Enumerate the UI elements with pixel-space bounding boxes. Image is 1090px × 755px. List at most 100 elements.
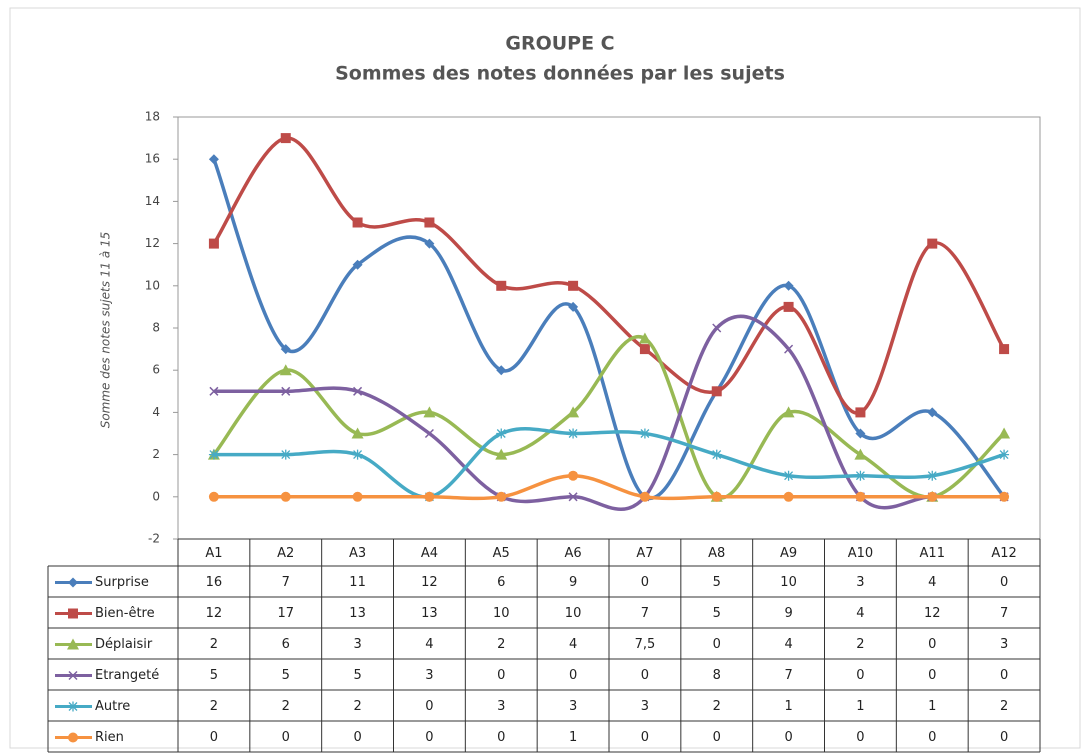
table-cell: 2 (713, 699, 721, 714)
point (496, 280, 507, 291)
table-cell: 10 (565, 606, 582, 621)
point (711, 449, 722, 460)
table-cell: 3 (641, 699, 649, 714)
y-tick-label: 12 (145, 236, 160, 250)
chart-subtitle: Sommes des notes données par les sujets (335, 63, 785, 85)
table-cell: 9 (784, 606, 792, 621)
point (999, 344, 1010, 355)
point (927, 470, 938, 481)
point (495, 448, 508, 460)
table-cell: 2 (210, 637, 218, 652)
table-cell: 4 (569, 637, 577, 652)
legend-marker (68, 608, 78, 619)
table-cell: 10 (493, 606, 510, 621)
table-cell: 1 (856, 699, 864, 714)
legend-marker (68, 670, 78, 681)
table-cell: 8 (713, 668, 721, 683)
point (782, 406, 795, 418)
table-cell: 0 (210, 730, 218, 745)
point (783, 470, 794, 481)
series-line (213, 473, 1005, 501)
table-cell: 13 (349, 606, 366, 621)
point (568, 470, 579, 481)
point (783, 301, 794, 312)
table-cell: 6 (497, 575, 505, 590)
point (855, 491, 866, 502)
point (568, 280, 579, 291)
point (855, 428, 866, 439)
table-cell: 2 (353, 699, 361, 714)
x-tick-label: A11 (920, 546, 945, 561)
x-tick-label: A8 (708, 546, 725, 561)
point (424, 238, 435, 249)
table-cell: 2 (1000, 699, 1008, 714)
point (496, 365, 507, 376)
point (711, 386, 722, 397)
table-cell: 0 (713, 730, 721, 745)
point (927, 238, 938, 249)
y-tick-label: 16 (145, 152, 160, 166)
point (784, 344, 794, 354)
point (281, 386, 291, 396)
table-cell: 17 (277, 606, 294, 621)
point (280, 449, 291, 460)
legend-label: Surprise (95, 575, 149, 590)
point (568, 301, 579, 312)
table-cell: 5 (210, 668, 218, 683)
table-cell: 3 (569, 699, 577, 714)
legend-label: Etrangeté (95, 668, 159, 683)
table-cell: 0 (425, 699, 433, 714)
legend-marker (68, 701, 78, 712)
x-tick-label: A3 (349, 546, 366, 561)
point (424, 217, 435, 228)
legend-marker (68, 732, 78, 743)
point (280, 133, 291, 144)
point (711, 491, 722, 502)
point (352, 217, 363, 228)
table-cell: 9 (569, 575, 577, 590)
table-cell: 11 (349, 575, 366, 590)
y-tick-label: 2 (152, 447, 160, 461)
series-line (212, 136, 1006, 415)
x-tick-label: A9 (780, 546, 797, 561)
point (208, 449, 219, 460)
point (639, 344, 650, 355)
point (280, 491, 291, 502)
table-cell: 5 (713, 606, 721, 621)
point (639, 428, 650, 439)
point (423, 406, 436, 418)
point (854, 448, 867, 460)
table-cell: 4 (784, 637, 792, 652)
point (208, 491, 219, 502)
y-tick-label: 0 (152, 489, 160, 503)
x-tick-label: A6 (564, 546, 581, 561)
x-tick-label: A5 (493, 546, 510, 561)
x-tick-label: A12 (991, 546, 1016, 561)
point (927, 407, 938, 418)
point (712, 323, 722, 333)
table-cell: 0 (425, 730, 433, 745)
table-cell: 0 (497, 730, 505, 745)
table-cell: 3 (353, 637, 361, 652)
table-cell: 10 (780, 575, 797, 590)
point (568, 492, 578, 502)
point (855, 407, 866, 418)
legend-label: Rien (95, 730, 124, 745)
point (424, 428, 434, 439)
point (999, 491, 1010, 502)
point (352, 259, 363, 270)
y-tick-label: 6 (152, 363, 160, 377)
point (208, 238, 219, 249)
table-cell: 2 (282, 699, 290, 714)
table-cell: 0 (641, 730, 649, 745)
table-cell: 3 (856, 575, 864, 590)
table-cell: 0 (856, 730, 864, 745)
point (208, 154, 219, 165)
x-tick-label: A10 (848, 546, 873, 561)
y-tick-label: 8 (152, 321, 160, 335)
table-cell: 0 (497, 668, 505, 683)
table-cell: 12 (206, 606, 223, 621)
table-cell: 5 (353, 668, 361, 683)
table-cell: 7 (784, 668, 792, 683)
